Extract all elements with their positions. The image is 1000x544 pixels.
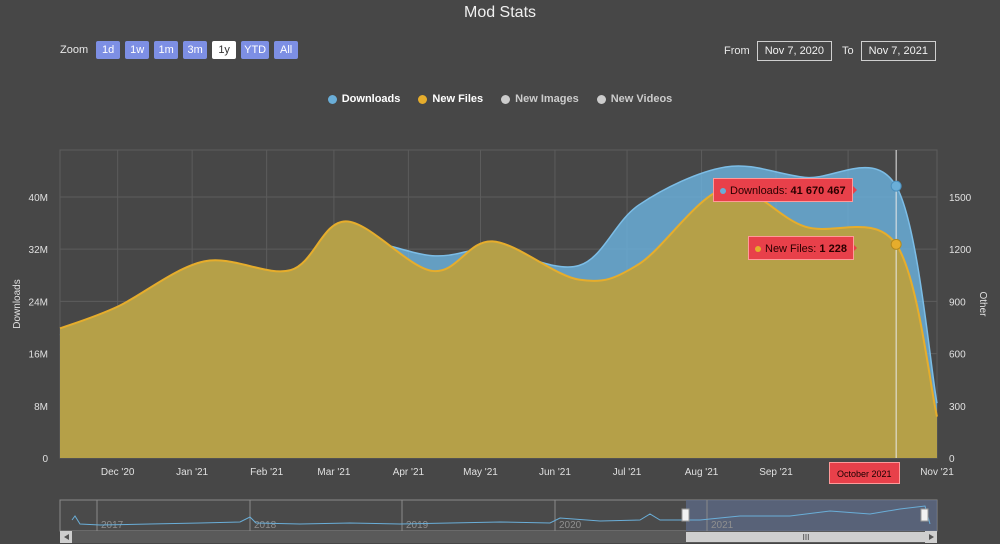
x-tick-label: Jun '21 bbox=[539, 467, 571, 478]
to-date-input[interactable]: Nov 7, 2021 bbox=[860, 41, 936, 61]
navigator-year-label: 2019 bbox=[406, 520, 429, 531]
new-images-marker-icon bbox=[501, 94, 511, 104]
y-right-tick-label: 300 bbox=[949, 402, 966, 413]
x-tick-label: Dec '20 bbox=[101, 467, 135, 478]
zoom-button-1d[interactable]: 1d bbox=[96, 41, 121, 59]
downloads-tooltip: Downloads: 41 670 467 bbox=[713, 178, 853, 202]
new-files-tooltip-value: 1 228 bbox=[819, 243, 847, 255]
navigator-year-label: 2017 bbox=[101, 520, 124, 531]
x-tick-label: Nov '21 bbox=[920, 467, 954, 478]
y-left-tick-label: 8M bbox=[34, 402, 48, 413]
new-files-hover-marker bbox=[890, 238, 902, 250]
zoom-selector: Zoom 1d 1w 1m 3m 1y YTD All bbox=[60, 41, 299, 59]
y-right-tick-label: 600 bbox=[949, 350, 966, 361]
scrollbar-thumb[interactable] bbox=[686, 532, 925, 542]
x-tick-label: Jan '21 bbox=[176, 467, 208, 478]
legend-item-new-files[interactable]: New Files bbox=[418, 93, 483, 105]
navigator-year-label: 2021 bbox=[711, 520, 734, 531]
new-files-tooltip: New Files: 1 228 bbox=[748, 236, 854, 260]
zoom-button-3m[interactable]: 3m bbox=[183, 41, 208, 59]
navigator-year-label: 2020 bbox=[559, 520, 582, 531]
legend-item-downloads[interactable]: Downloads bbox=[327, 93, 401, 105]
from-label: From bbox=[724, 45, 750, 57]
legend-label-new-videos: New Videos bbox=[610, 93, 673, 105]
zoom-button-ytd[interactable]: YTD bbox=[241, 41, 270, 59]
zoom-button-all[interactable]: All bbox=[274, 41, 299, 59]
y-right-axis-title: Other bbox=[977, 291, 988, 317]
y-left-tick-label: 40M bbox=[29, 193, 48, 204]
y-right-tick-label: 1500 bbox=[949, 193, 972, 204]
zoom-label: Zoom bbox=[60, 44, 89, 56]
y-left-tick-label: 32M bbox=[29, 245, 48, 256]
zoom-button-1m[interactable]: 1m bbox=[154, 41, 179, 59]
navigator-left-handle[interactable] bbox=[681, 508, 690, 522]
zoom-button-1y[interactable]: 1y bbox=[212, 41, 237, 59]
x-crosshair-label: October 2021 bbox=[829, 462, 900, 484]
from-date-input[interactable]: Nov 7, 2020 bbox=[756, 41, 833, 61]
scroll-right-arrow-icon bbox=[929, 534, 934, 540]
new-videos-marker-icon bbox=[596, 94, 606, 104]
legend-label-downloads: Downloads bbox=[341, 93, 401, 105]
legend-item-new-images[interactable]: New Images bbox=[501, 93, 579, 105]
legend-label-new-files: New Files bbox=[432, 93, 484, 105]
x-tick-label: Sep '21 bbox=[759, 467, 793, 478]
navigator-year-label: 2018 bbox=[254, 520, 277, 531]
x-tick-label: Feb '21 bbox=[250, 467, 283, 478]
scroll-left-arrow-icon bbox=[64, 534, 69, 540]
downloads-tooltip-label: Downloads: bbox=[730, 185, 788, 197]
downloads-hover-marker bbox=[890, 180, 902, 192]
new-files-tooltip-label: New Files: bbox=[765, 243, 817, 255]
y-left-tick-label: 24M bbox=[29, 297, 48, 308]
zoom-button-1w[interactable]: 1w bbox=[125, 41, 150, 59]
to-label: To bbox=[842, 45, 854, 57]
navigator-series-line bbox=[71, 505, 931, 526]
new-files-tooltip-dot-icon bbox=[755, 246, 761, 253]
y-left-tick-label: 0 bbox=[42, 454, 48, 465]
navigator-selection bbox=[686, 500, 937, 531]
new-files-area bbox=[60, 187, 937, 458]
new-files-line bbox=[59, 186, 938, 417]
scrollbar-grip-icon: III bbox=[803, 533, 810, 542]
x-tick-label: Apr '21 bbox=[393, 467, 425, 478]
x-tick-label: Mar '21 bbox=[317, 467, 350, 478]
y-right-tick-label: 1200 bbox=[949, 245, 972, 256]
downloads-tooltip-dot-icon bbox=[720, 188, 726, 195]
x-tick-label: Aug '21 bbox=[685, 467, 719, 478]
x-tick-label: Jul '21 bbox=[613, 467, 642, 478]
navigator-right-handle[interactable] bbox=[920, 508, 929, 522]
x-tick-label: May '21 bbox=[463, 467, 498, 478]
legend-item-new-videos[interactable]: New Videos bbox=[596, 93, 673, 105]
y-left-axis-title: Downloads bbox=[12, 279, 23, 328]
downloads-marker-icon bbox=[327, 94, 337, 104]
y-left-tick-label: 16M bbox=[29, 350, 48, 361]
chart-title: Mod Stats bbox=[463, 4, 537, 21]
new-files-marker-icon bbox=[418, 94, 428, 104]
legend: Downloads New Files New Images New Video… bbox=[0, 93, 1000, 105]
downloads-tooltip-value: 41 670 467 bbox=[790, 185, 846, 197]
legend-label-new-images: New Images bbox=[515, 93, 579, 105]
date-range: From Nov 7, 2020 To Nov 7, 2021 bbox=[724, 41, 936, 61]
y-right-tick-label: 900 bbox=[949, 297, 966, 308]
y-right-tick-label: 0 bbox=[949, 454, 955, 465]
